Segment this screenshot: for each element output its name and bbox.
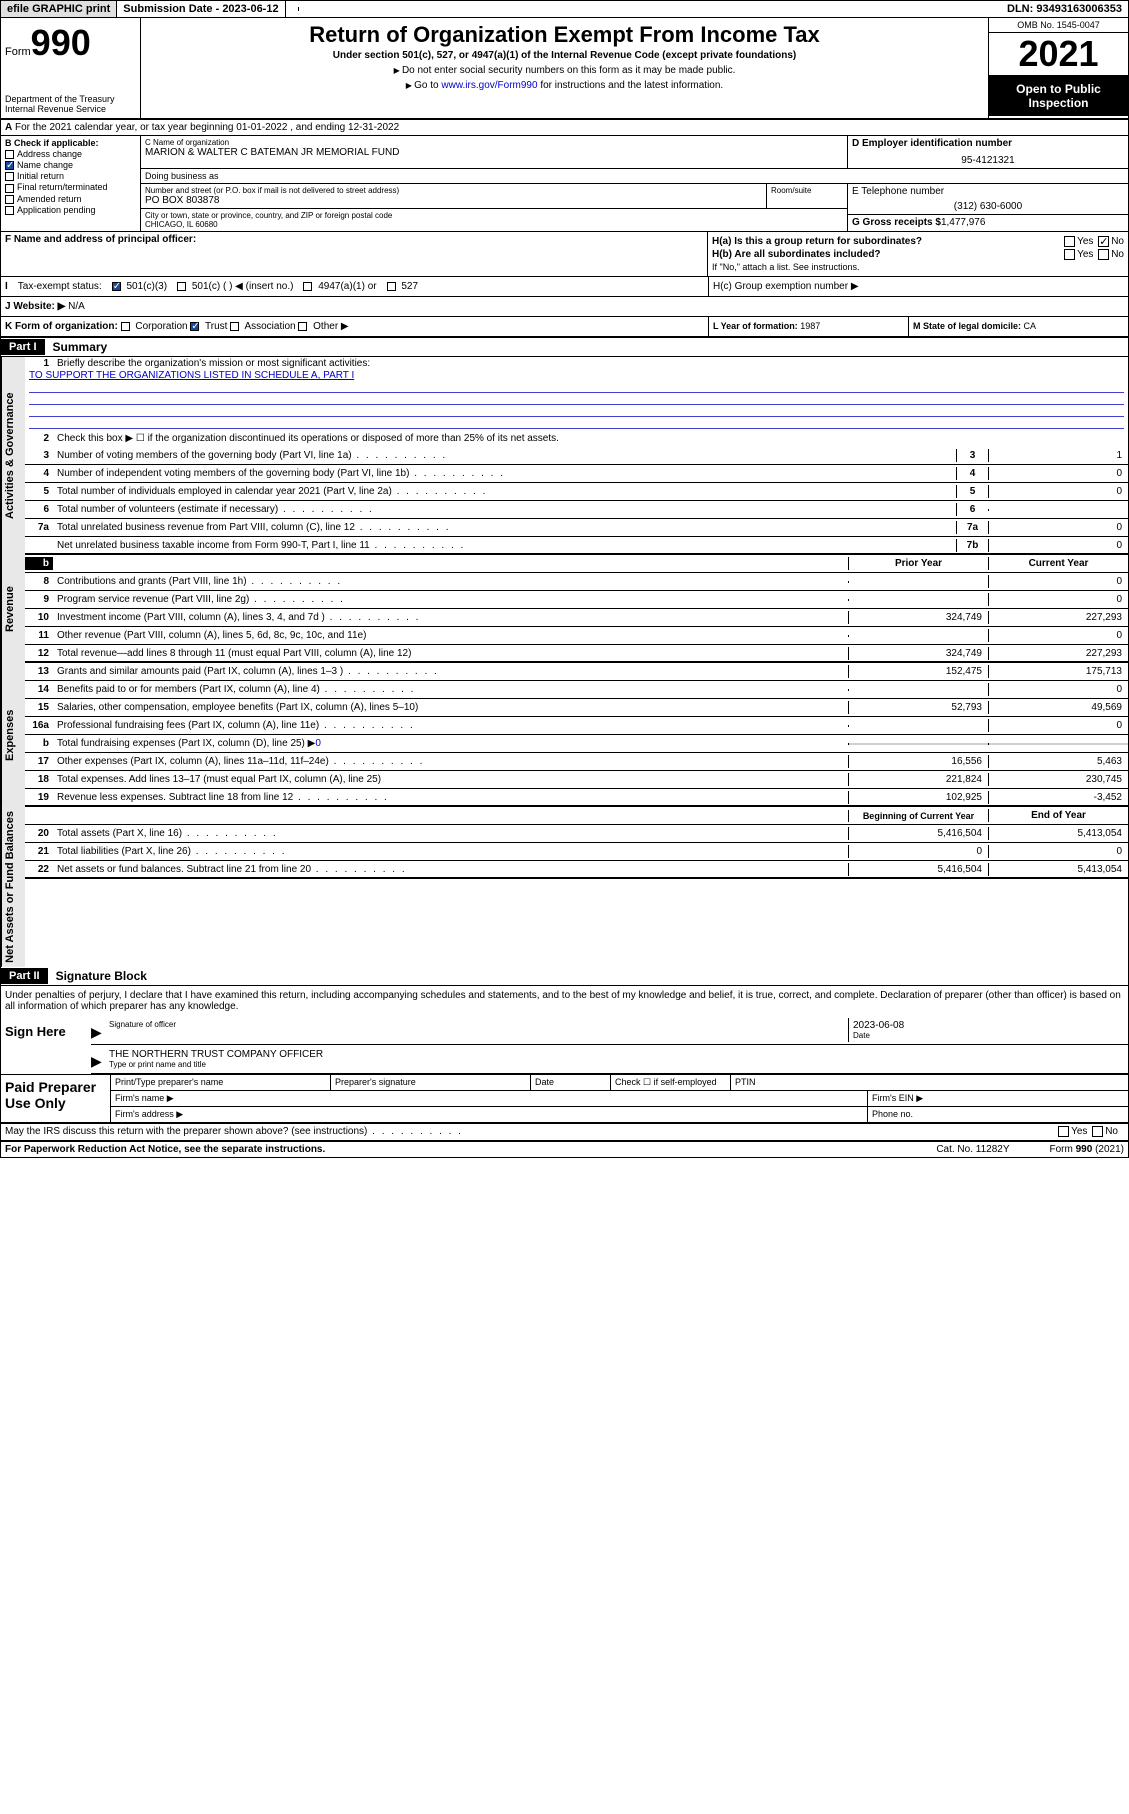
fundraising-link[interactable]: 0 (315, 738, 321, 749)
ein-value: 95-4121321 (852, 155, 1124, 166)
chk-501c3[interactable] (112, 282, 121, 291)
instructions-link-row: Go to www.irs.gov/Form990 for instructio… (145, 80, 984, 91)
penalty-declaration: Under penalties of perjury, I declare th… (1, 986, 1128, 1016)
org-name: MARION & WALTER C BATEMAN JR MEMORIAL FU… (145, 147, 843, 158)
mission-text: TO SUPPORT THE ORGANIZATIONS LISTED IN S… (25, 370, 1128, 381)
preparer-name-field[interactable]: Print/Type preparer's name (111, 1075, 331, 1090)
chk-4947[interactable] (303, 282, 312, 291)
chk-assoc[interactable] (230, 322, 239, 331)
officer-name-field: THE NORTHERN TRUST COMPANY OFFICERType o… (105, 1047, 1128, 1071)
activities-governance-block: Activities & Governance 1Briefly describ… (1, 357, 1128, 555)
chk-corp[interactable] (121, 322, 130, 331)
telephone-cell: E Telephone number (312) 630-6000 (848, 184, 1128, 215)
dln-label: DLN: 93493163006353 (1001, 1, 1128, 17)
street-cell: Number and street (or P.O. box if mail i… (141, 184, 767, 208)
ssn-note: Do not enter social security numbers on … (145, 65, 984, 76)
form-number: Form990 (5, 22, 136, 64)
section-b-c: B Check if applicable: Address change Na… (1, 136, 1128, 232)
tax-year: 2021 (989, 33, 1128, 76)
form-990-page: efile GRAPHIC print Submission Date - 20… (0, 0, 1129, 1158)
section-k: K Form of organization: Corporation Trus… (1, 317, 1128, 338)
preparer-date-field[interactable]: Date (531, 1075, 611, 1090)
part2-header: Part II Signature Block (1, 967, 1128, 986)
form-foot: Form 990 (2021) (1050, 1144, 1124, 1155)
city-cell: City or town, state or province, country… (141, 209, 847, 231)
firm-address-field[interactable]: Firm's address ▶ (111, 1107, 868, 1122)
efile-print-button[interactable]: efile GRAPHIC print (1, 1, 117, 17)
chk-name-change[interactable]: Name change (5, 160, 136, 170)
part1-header: Part I Summary (1, 338, 1128, 357)
revenue-block: Revenue bPrior YearCurrent Year 8Contrib… (1, 555, 1128, 663)
open-public-badge: Open to Public Inspection (989, 76, 1128, 116)
side-net-assets: Net Assets or Fund Balances (1, 807, 25, 967)
chk-trust[interactable] (190, 322, 199, 331)
form-header: Form990 Department of the Treasury Inter… (1, 18, 1128, 120)
box-h: H(a) Is this a group return for subordin… (708, 232, 1128, 276)
chk-address-change[interactable]: Address change (5, 149, 136, 159)
chk-final-return[interactable]: Final return/terminated (5, 182, 136, 192)
section-i: I Tax-exempt status: 501(c)(3) 501(c) ( … (1, 277, 1128, 297)
net-assets-block: Net Assets or Fund Balances Beginning of… (1, 807, 1128, 967)
box-m: M State of legal domicile: CA (908, 317, 1128, 336)
suite-cell: Room/suite (767, 184, 847, 208)
form-title: Return of Organization Exempt From Incom… (145, 22, 984, 48)
chk-527[interactable] (387, 282, 396, 291)
box-hc: H(c) Group exemption number ▶ (708, 277, 1128, 296)
chk-501c[interactable] (177, 282, 186, 291)
discuss-no[interactable] (1092, 1126, 1103, 1137)
dba-cell: Doing business as (141, 169, 1128, 184)
ptin-field[interactable]: PTIN (731, 1075, 1128, 1090)
chk-other[interactable] (298, 322, 307, 331)
self-employed-check[interactable]: Check ☐ if self-employed (611, 1075, 731, 1090)
side-expenses: Expenses (1, 663, 25, 807)
box-f: F Name and address of principal officer: (1, 232, 708, 276)
submission-date: Submission Date - 2023-06-12 (117, 1, 285, 17)
org-name-cell: C Name of organization MARION & WALTER C… (141, 136, 848, 168)
discuss-row: May the IRS discuss this return with the… (1, 1124, 1128, 1142)
chk-app-pending[interactable]: Application pending (5, 205, 136, 215)
page-footer: For Paperwork Reduction Act Notice, see … (1, 1142, 1128, 1157)
expenses-block: Expenses 13Grants and similar amounts pa… (1, 663, 1128, 807)
chk-amended[interactable]: Amended return (5, 194, 136, 204)
line-a: A For the 2021 calendar year, or tax yea… (1, 120, 1128, 136)
gross-receipts-cell: G Gross receipts $1,477,976 (848, 215, 1128, 230)
side-activities-governance: Activities & Governance (1, 357, 25, 555)
sig-date-field: 2023-06-08Date (848, 1018, 1128, 1042)
phone-field[interactable]: Phone no. (868, 1107, 1128, 1122)
firm-ein-field[interactable]: Firm's EIN ▶ (868, 1091, 1128, 1106)
form990-link[interactable]: www.irs.gov/Form990 (441, 80, 537, 91)
officer-signature-field[interactable]: Signature of officer (105, 1018, 848, 1042)
top-bar: efile GRAPHIC print Submission Date - 20… (1, 1, 1128, 18)
form-subtitle: Under section 501(c), 527, or 4947(a)(1)… (145, 50, 984, 61)
chk-initial-return[interactable]: Initial return (5, 171, 136, 181)
section-f-h: F Name and address of principal officer:… (1, 232, 1128, 277)
ein-cell: D Employer identification number 95-4121… (848, 136, 1128, 168)
paid-preparer-block: Paid Preparer Use Only Print/Type prepar… (1, 1075, 1128, 1124)
dept-treasury: Department of the Treasury Internal Reve… (5, 94, 136, 114)
discuss-yes[interactable] (1058, 1126, 1069, 1137)
side-revenue: Revenue (1, 555, 25, 663)
preparer-sig-field[interactable]: Preparer's signature (331, 1075, 531, 1090)
firm-name-field[interactable]: Firm's name ▶ (111, 1091, 868, 1106)
section-j: J Website: ▶ N/A (1, 297, 1128, 317)
sign-here-block: Sign Here ▶ Signature of officer 2023-06… (1, 1016, 1128, 1075)
box-b: B Check if applicable: Address change Na… (1, 136, 141, 231)
omb-number: OMB No. 1545-0047 (989, 18, 1128, 33)
box-l: L Year of formation: 1987 (708, 317, 908, 336)
